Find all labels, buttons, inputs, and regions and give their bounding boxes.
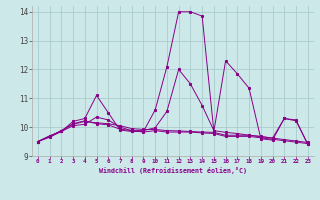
- X-axis label: Windchill (Refroidissement éolien,°C): Windchill (Refroidissement éolien,°C): [99, 167, 247, 174]
